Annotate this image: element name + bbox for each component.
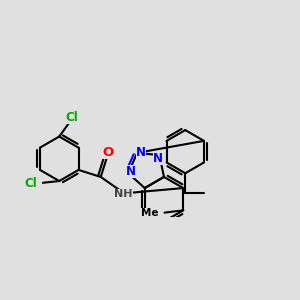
Text: Me: Me xyxy=(141,208,159,218)
Text: Cl: Cl xyxy=(65,111,78,124)
Text: NH: NH xyxy=(114,190,133,200)
Text: N: N xyxy=(126,165,136,178)
Text: O: O xyxy=(102,146,113,159)
Text: N: N xyxy=(153,152,163,165)
Text: Cl: Cl xyxy=(24,178,37,190)
Text: N: N xyxy=(136,146,146,159)
